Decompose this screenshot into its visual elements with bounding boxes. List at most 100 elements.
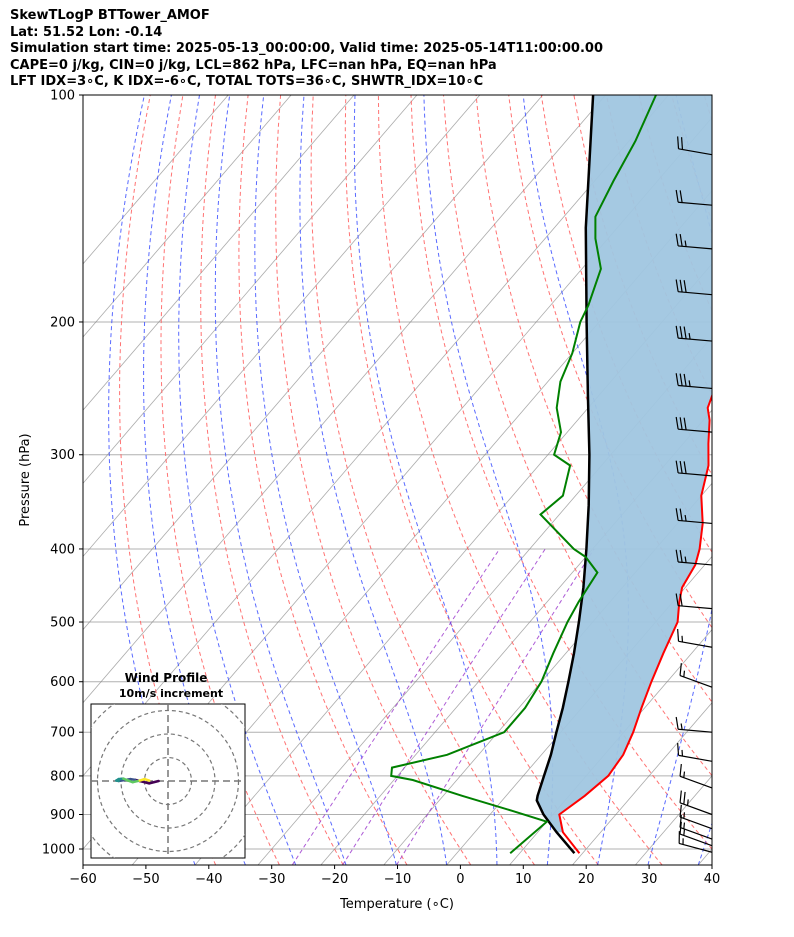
hodograph-segment	[143, 777, 151, 782]
y-tick-label: 1000	[42, 843, 75, 858]
wind-barbs-layer	[675, 136, 713, 853]
moist-adiabat	[647, 95, 712, 865]
wind-barb-feather	[679, 508, 683, 521]
moist-adiabat	[178, 95, 297, 865]
dry-adiabat	[737, 95, 794, 865]
isotherm-line	[83, 95, 292, 338]
header-cape-cin: CAPE=0 j/kg, CIN=0 j/kg, LCL=862 hPa, LF…	[10, 57, 497, 73]
wind-barb-staff	[678, 605, 713, 610]
wind-barb-half-feather	[680, 723, 683, 730]
wind-barb-feather	[679, 663, 682, 676]
isotherm-line	[194, 263, 712, 865]
wind-barb-staff	[679, 674, 713, 688]
wind-barb-feather	[679, 460, 683, 474]
wind-barb-feather	[679, 804, 682, 818]
hodograph-inset: Wind Profile 10m/s increment	[90, 671, 246, 859]
isotherm-line	[83, 95, 229, 265]
dry-adiabat	[238, 95, 408, 865]
hodograph-segment	[147, 779, 160, 785]
dry-adiabat	[200, 95, 344, 865]
wind-barb-staff	[678, 519, 713, 525]
dry-adiabat	[275, 95, 472, 865]
wind-barb-staff	[678, 291, 713, 296]
wind-barb-half-feather	[686, 799, 689, 806]
hodograph-title: Wind Profile	[125, 671, 208, 685]
wind-barb-staff	[678, 428, 713, 433]
hodograph-subtitle: 10m/s increment	[119, 687, 223, 700]
wind-barb-feather	[683, 373, 687, 387]
wind-barb-half-feather	[684, 240, 687, 247]
isotherm-line	[83, 95, 418, 484]
wind-barb-staff	[678, 728, 713, 733]
parcel-profile-line	[535, 95, 595, 855]
wind-barb-half-feather	[684, 514, 687, 522]
wind-barb-feather	[679, 326, 683, 339]
wind-barb-staff	[679, 842, 713, 853]
dry-adiabat	[310, 95, 536, 865]
dry-adiabat	[160, 95, 280, 865]
wind-barb-feather	[679, 763, 682, 777]
y-axis-label: Pressure (hPa)	[18, 433, 33, 526]
y-tick-label: 100	[50, 89, 75, 104]
wind-barb-feather	[675, 416, 679, 430]
x-tick-label: 10	[515, 872, 532, 887]
x-axis-label: Temperature (∘C)	[339, 897, 454, 912]
wind-barb-feather	[675, 189, 679, 203]
isotherm-line	[83, 95, 606, 704]
mixing-ratio-line	[342, 548, 546, 865]
wind-barb-half-feather	[683, 771, 686, 778]
wind-barb-staff	[678, 148, 713, 156]
wind-barb-feather	[683, 461, 687, 474]
wind-barb-staff	[679, 833, 713, 847]
wind-barb-staff	[678, 640, 713, 648]
wind-barb-half-feather	[688, 380, 691, 387]
wind-barb-half-feather	[683, 829, 686, 836]
wind-barb-feather	[675, 325, 679, 339]
wind-barb-feather	[679, 593, 683, 607]
wind-barb-half-feather	[683, 670, 686, 677]
chart-header: SkewTLogP BTTower_AMOF Lat: 51.52 Lon: -…	[10, 8, 603, 91]
x-tick-label: 0	[456, 872, 464, 887]
wind-barb-staff	[679, 775, 713, 789]
wind-barb-feather	[675, 508, 679, 521]
wind-barb-feather	[679, 233, 683, 247]
wind-barb-staff	[679, 802, 713, 816]
x-tick-label: −10	[384, 872, 411, 887]
wind-barb-feather	[677, 628, 680, 642]
moist-adiabat	[697, 821, 712, 865]
mixing-ratio-line	[396, 548, 595, 865]
parcel-temperature-shading	[536, 95, 712, 833]
x-tick-label: 20	[578, 872, 595, 887]
dry-adiabat	[377, 95, 663, 865]
wind-barb-feather	[675, 233, 679, 247]
wind-barb-staff	[678, 245, 713, 250]
wind-barb-feather	[679, 417, 683, 430]
wind-barb-feather	[675, 279, 679, 292]
wind-barb-feather	[679, 279, 683, 293]
x-tick-label: 40	[704, 872, 721, 887]
wind-barb-feather	[683, 791, 686, 805]
x-tick-label: −20	[321, 872, 348, 887]
wind-barb-staff	[679, 826, 713, 840]
header-station: SkewTLogP BTTower_AMOF	[10, 8, 210, 23]
wind-barb-feather	[679, 373, 683, 386]
y-tick-label: 500	[50, 616, 75, 631]
wind-barb-feather	[675, 549, 679, 563]
mixing-ratio-line	[291, 548, 501, 865]
wind-barb-feather	[677, 742, 680, 756]
wind-barb-feather	[675, 373, 679, 386]
y-tick-label: 200	[50, 315, 75, 330]
y-tick-label: 300	[50, 448, 75, 463]
y-tick-label: 400	[50, 542, 75, 557]
y-tick-label: 700	[50, 726, 75, 741]
y-tick-label: 800	[50, 769, 75, 784]
x-tick-label: −50	[132, 872, 159, 887]
x-tick-label: −60	[69, 872, 96, 887]
moist-adiabat	[254, 95, 397, 865]
hodograph-plot-area	[91, 704, 245, 858]
wind-barb-staff	[678, 337, 713, 342]
profile-lines-layer	[390, 95, 712, 855]
wind-barb-feather	[683, 417, 687, 430]
wind-barb-feather	[675, 460, 679, 474]
